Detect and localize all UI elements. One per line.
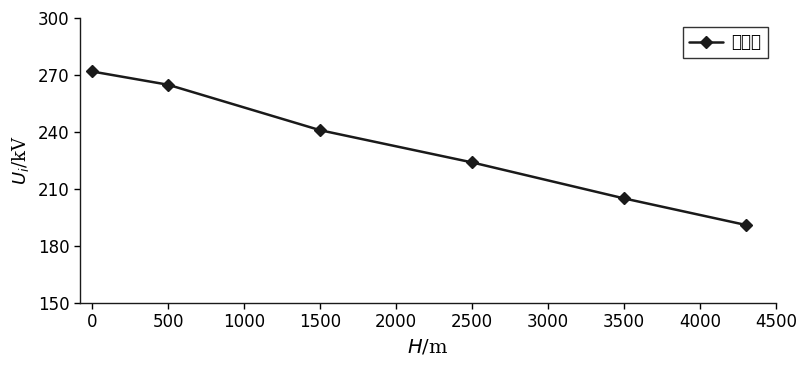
Y-axis label: $U_i$/kV: $U_i$/kV xyxy=(10,136,31,185)
屏蔽环 xyxy=(619,196,629,201)
屏蔽环 xyxy=(315,128,325,132)
Line: 屏蔽环: 屏蔽环 xyxy=(88,67,750,229)
屏蔽环 xyxy=(467,160,477,165)
Legend: 屏蔽环: 屏蔽环 xyxy=(682,27,768,58)
X-axis label: $H$/m: $H$/m xyxy=(407,338,449,357)
屏蔽环 xyxy=(87,69,97,74)
屏蔽环 xyxy=(741,223,750,227)
屏蔽环 xyxy=(163,83,173,87)
